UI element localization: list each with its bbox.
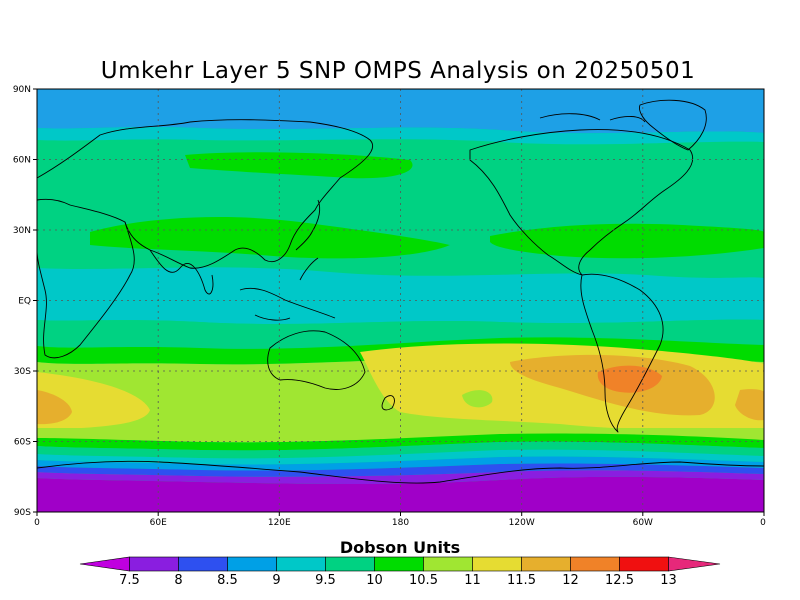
lat-tick-label: 30S bbox=[14, 367, 31, 377]
band-db bbox=[37, 463, 764, 477]
colorbar-swatch bbox=[570, 556, 620, 572]
band-c bbox=[37, 449, 764, 465]
colorbar-label: 8.5 bbox=[217, 573, 238, 588]
colorbar-title: Dobson Units bbox=[340, 538, 460, 557]
lon-axis: 0 60E 120E 180 120W 60W 0 bbox=[34, 512, 766, 528]
colorbar-swatch bbox=[129, 556, 179, 572]
colorbar-swatch bbox=[619, 556, 669, 572]
lon-tick-label: 0 bbox=[34, 518, 40, 528]
colorbar-label: 11 bbox=[464, 573, 481, 588]
lon-tick-label: 0 bbox=[760, 518, 766, 528]
colorbar-swatch bbox=[178, 556, 228, 572]
colorbar-label: 9 bbox=[272, 573, 280, 588]
colorbar-swatch bbox=[325, 556, 375, 572]
coastlines bbox=[37, 99, 764, 484]
colorbar-arrow-high bbox=[668, 556, 721, 572]
band-lg bbox=[37, 428, 764, 443]
band-b bbox=[37, 456, 764, 471]
band-g bbox=[37, 433, 764, 451]
antarctic-band bbox=[37, 476, 764, 512]
lon-tick-label: 180 bbox=[392, 518, 409, 528]
arctic-band bbox=[37, 89, 764, 134]
colorbar-label: 12 bbox=[562, 573, 579, 588]
coast-eurasia bbox=[37, 119, 373, 269]
colorbar-label: 11.5 bbox=[507, 573, 536, 588]
tropical-band bbox=[37, 267, 764, 324]
colorbar-swatch bbox=[472, 556, 522, 572]
lon-tick-label: 60E bbox=[150, 518, 167, 528]
colorbar-swatch bbox=[276, 556, 326, 572]
map-title: Umkehr Layer 5 SNP OMPS Analysis on 2025… bbox=[101, 58, 695, 84]
south-green-band bbox=[37, 319, 764, 349]
coast-antarctica bbox=[37, 460, 764, 484]
nh-max-2 bbox=[90, 217, 450, 259]
lon-tick-label: 60W bbox=[633, 518, 653, 528]
max-west-edge bbox=[37, 390, 72, 425]
coast-japan bbox=[295, 199, 321, 251]
colorbar-label: 9.5 bbox=[315, 573, 336, 588]
lat-axis: 90N 60N 30N EQ 30S 60S 90S bbox=[13, 85, 37, 518]
coast-north-america bbox=[469, 129, 693, 276]
coast-greenland bbox=[639, 99, 707, 151]
nh-max-3 bbox=[490, 223, 764, 259]
colorbar-swatch bbox=[521, 556, 571, 572]
lat-tick-label: 90N bbox=[13, 85, 31, 95]
nh-max-1 bbox=[185, 152, 413, 179]
colorbar-label: 8 bbox=[174, 573, 182, 588]
lat-tick-label: 60S bbox=[14, 438, 31, 448]
coast-africa bbox=[37, 198, 135, 359]
colorbar-label: 12.5 bbox=[605, 573, 634, 588]
lat-tick-label: 60N bbox=[13, 156, 31, 166]
coast-australia bbox=[267, 330, 366, 390]
graticule bbox=[37, 89, 764, 512]
colorbar-swatch bbox=[423, 556, 473, 572]
colorbar-arrow-low bbox=[79, 556, 130, 572]
colorbar-label: 10.5 bbox=[409, 573, 438, 588]
lat-tick-label: 90S bbox=[14, 508, 31, 518]
coast-new-zealand bbox=[381, 395, 395, 411]
coast-south-asia bbox=[149, 249, 214, 295]
lon-tick-label: 120W bbox=[509, 518, 535, 528]
arctic-edge-band bbox=[37, 127, 764, 145]
coast-south-america bbox=[580, 273, 664, 433]
max-east-edge bbox=[735, 389, 764, 421]
coast-arctic-islands bbox=[539, 113, 646, 123]
band-v bbox=[37, 470, 764, 484]
colorbar-label: 7.5 bbox=[119, 573, 140, 588]
lat-tick-label: EQ bbox=[18, 297, 31, 307]
colorbar-swatch bbox=[374, 556, 424, 572]
coast-se-asia bbox=[239, 257, 336, 321]
colorbar-label: 10 bbox=[366, 573, 383, 588]
yellow-gap bbox=[462, 390, 493, 408]
colorbar-label: 13 bbox=[660, 573, 677, 588]
lat-tick-label: 30N bbox=[13, 226, 31, 236]
colorbar: 7.5 8 8.5 9 9.5 10 10.5 11 11.5 12 12.5 13 bbox=[79, 556, 721, 588]
lon-tick-label: 120E bbox=[268, 518, 291, 528]
colorbar-swatch bbox=[227, 556, 277, 572]
